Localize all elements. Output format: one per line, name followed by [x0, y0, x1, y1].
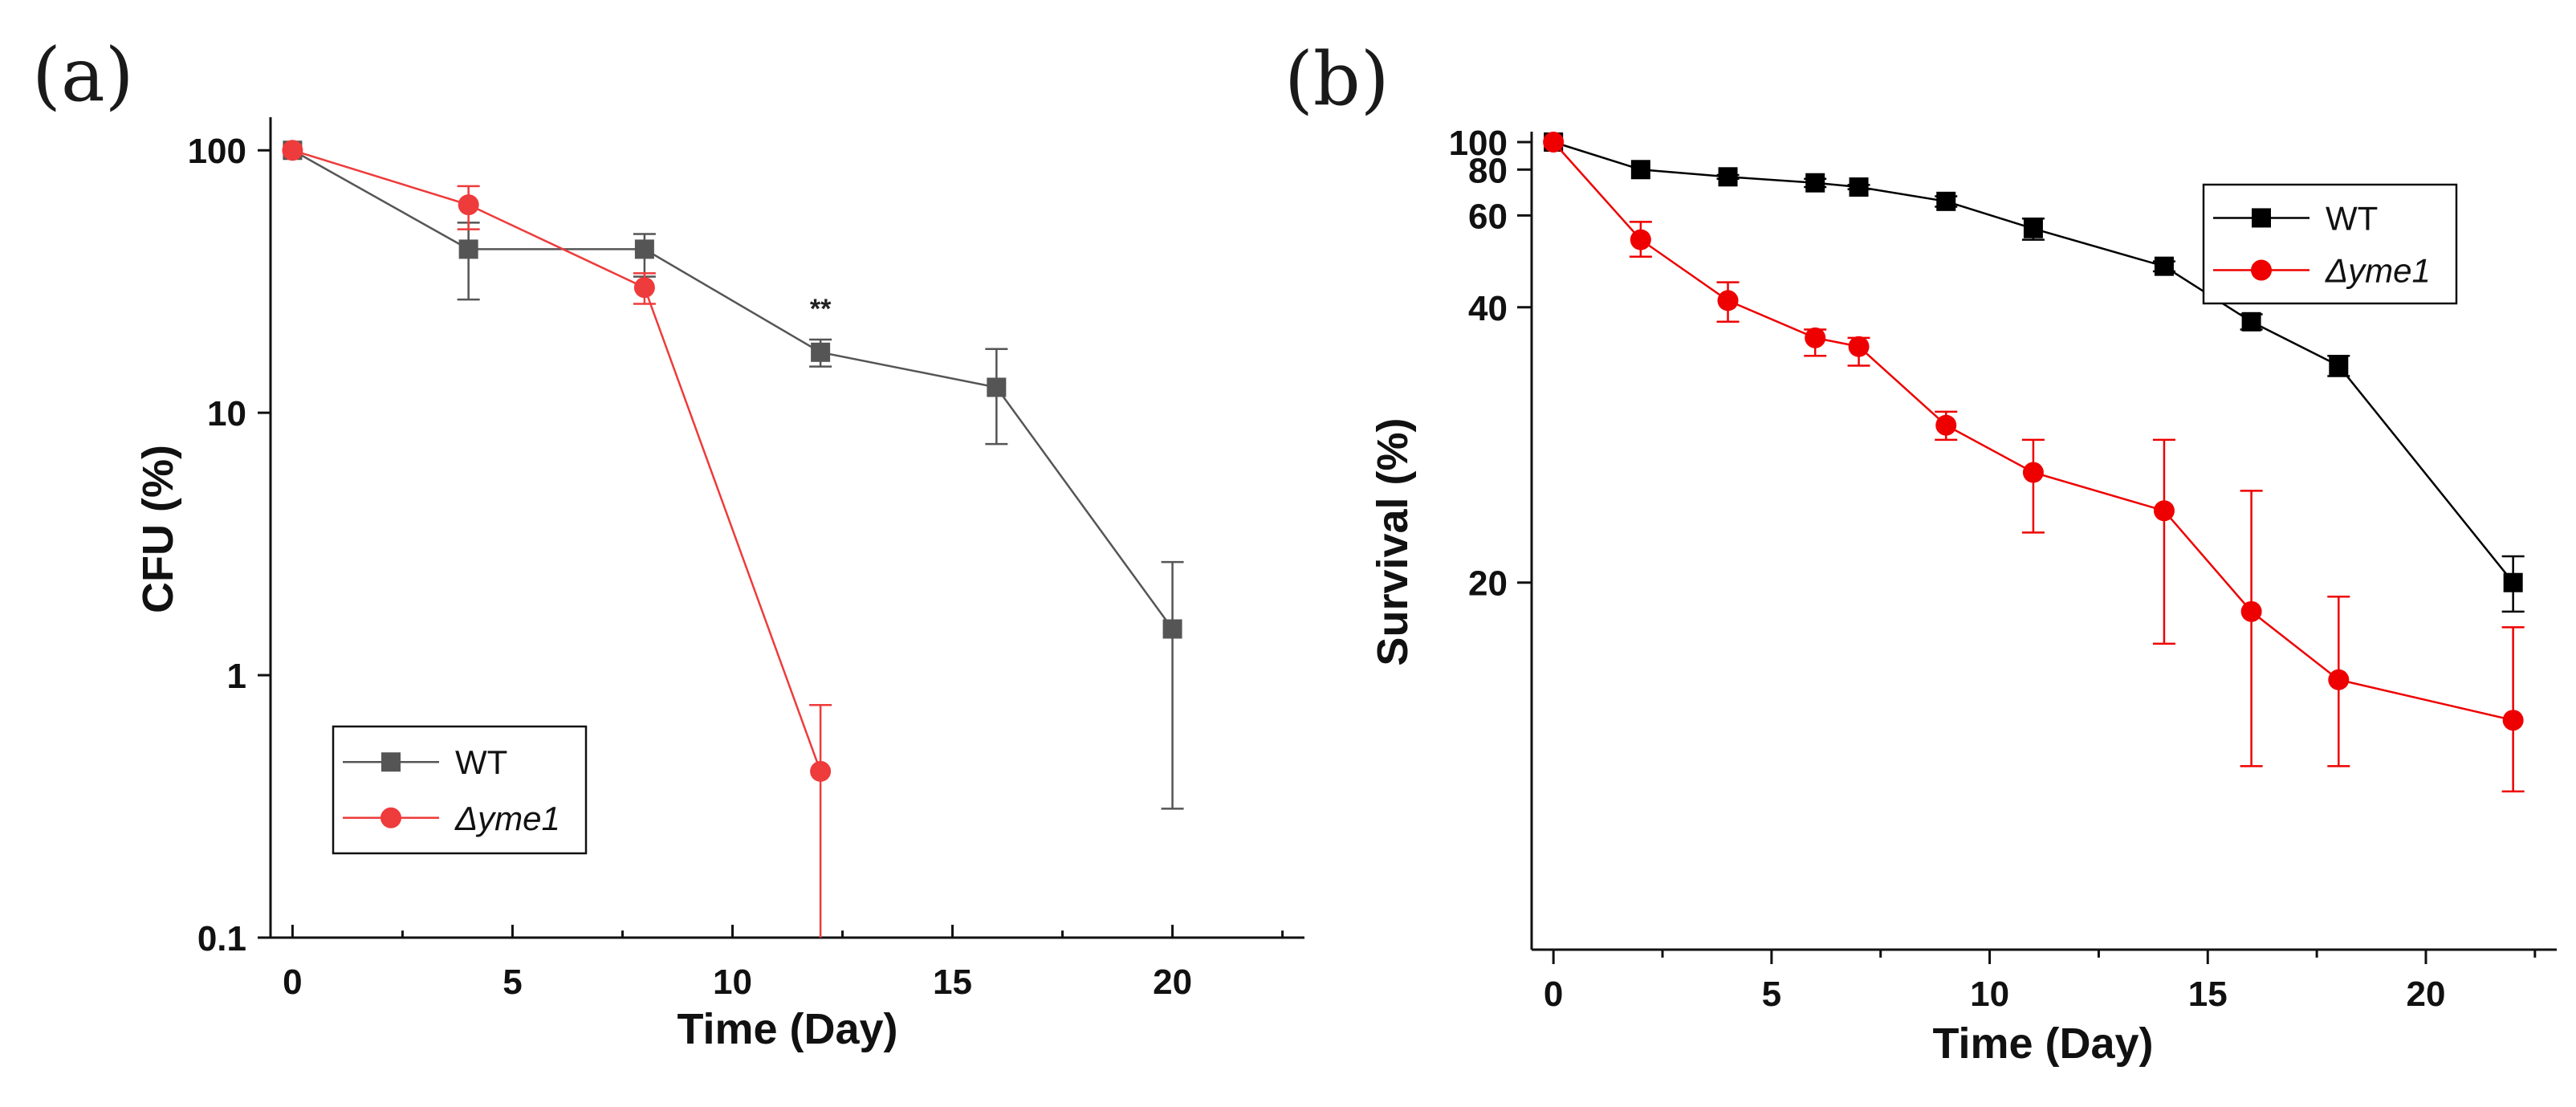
series-wt [283, 140, 1184, 810]
data-point-dyme1 [2022, 462, 2044, 483]
x-tick-label: 20 [2407, 975, 2446, 1014]
data-point-dyme1 [1935, 414, 1957, 436]
y-tick-label: 0.1 [197, 919, 246, 958]
data-point-dyme1 [2502, 710, 2524, 731]
y-tick-label: 80 [1468, 151, 1508, 190]
data-point-wt [2023, 218, 2043, 238]
data-point-dyme1 [1805, 327, 1826, 348]
y-tick-label: 60 [1468, 197, 1508, 236]
y-tick-label: 100 [188, 132, 246, 171]
y-axis-title: Survival (%) [1369, 417, 1417, 665]
x-tick-label: 15 [2188, 975, 2228, 1014]
series-line-wt [291, 149, 1174, 630]
legend-marker-dyme1 [2251, 259, 2272, 281]
legend-box [2202, 183, 2458, 305]
legend-marker-dyme1 [380, 807, 401, 828]
legend-label-wt: WT [455, 743, 507, 781]
significance-annotation: ** [810, 294, 832, 324]
data-point-wt [2503, 572, 2523, 592]
data-point-wt [1630, 160, 1650, 180]
x-tick-label: 5 [1762, 975, 1781, 1014]
data-point-wt [634, 239, 654, 259]
x-tick-label: 0 [1544, 975, 1563, 1014]
panel-label: (a) [32, 32, 134, 118]
x-tick-label: 20 [1153, 963, 1192, 1002]
data-point-dyme1 [458, 194, 479, 216]
x-tick-label: 10 [1970, 975, 2009, 1014]
y-tick-label: 20 [1468, 564, 1508, 604]
data-point-dyme1 [633, 277, 655, 299]
data-point-wt [1718, 167, 1738, 187]
x-tick-label: 0 [283, 963, 302, 1002]
y-tick-label: 1 [227, 657, 246, 696]
y-tick-label: 10 [207, 394, 246, 433]
x-axis-title: Time (Day) [1932, 1019, 2153, 1068]
data-point-dyme1 [810, 760, 832, 782]
chart-panel-a: (a) 0 5 10 15 20 0.1 1 10 100 Time (Day) CFU (%) ** W… [32, 32, 1304, 1053]
legend-label-dyme1: Δyme1 [454, 800, 560, 837]
data-point-dyme1 [2240, 600, 2262, 622]
data-point-wt [1162, 619, 1182, 639]
y-axis-title: CFU (%) [134, 445, 182, 613]
y-tick-label: 40 [1468, 289, 1508, 328]
data-point-wt [1936, 191, 1956, 211]
data-point-wt [2241, 311, 2261, 332]
y-tick-label: 100 [1449, 124, 1508, 163]
data-point-wt [987, 377, 1007, 397]
data-point-dyme1 [1848, 336, 1870, 357]
legend: WT Δyme1 [332, 725, 588, 855]
data-point-dyme1 [1543, 131, 1565, 153]
series-wt [1544, 132, 2525, 613]
series-line-dyme1 [292, 149, 822, 772]
data-point-wt [1805, 173, 1825, 193]
series-dyme1 [282, 140, 832, 938]
legend: WT Δyme1 [2202, 183, 2458, 305]
data-point-wt [811, 342, 831, 362]
legend-marker-wt [381, 752, 401, 772]
data-point-wt [458, 239, 478, 259]
legend-label-wt: WT [2326, 199, 2378, 237]
panel-label: (b) [1284, 36, 1390, 122]
legend-box [332, 725, 588, 855]
data-point-wt [2154, 256, 2174, 276]
data-point-dyme1 [2153, 500, 2175, 522]
data-point-wt [2329, 356, 2349, 376]
x-tick-label: 10 [713, 963, 752, 1002]
legend-marker-wt [2252, 208, 2271, 228]
legend-label-dyme1: Δyme1 [2325, 252, 2431, 290]
series-dyme1 [1543, 131, 2525, 793]
data-point-wt [1849, 177, 1869, 197]
x-axis-title: Time (Day) [677, 1005, 897, 1053]
data-point-dyme1 [282, 140, 303, 161]
x-tick-label: 5 [503, 963, 522, 1002]
x-tick-label: 15 [933, 963, 972, 1002]
data-point-dyme1 [1717, 290, 1739, 311]
data-point-dyme1 [1630, 229, 1651, 250]
data-point-dyme1 [2328, 669, 2350, 690]
